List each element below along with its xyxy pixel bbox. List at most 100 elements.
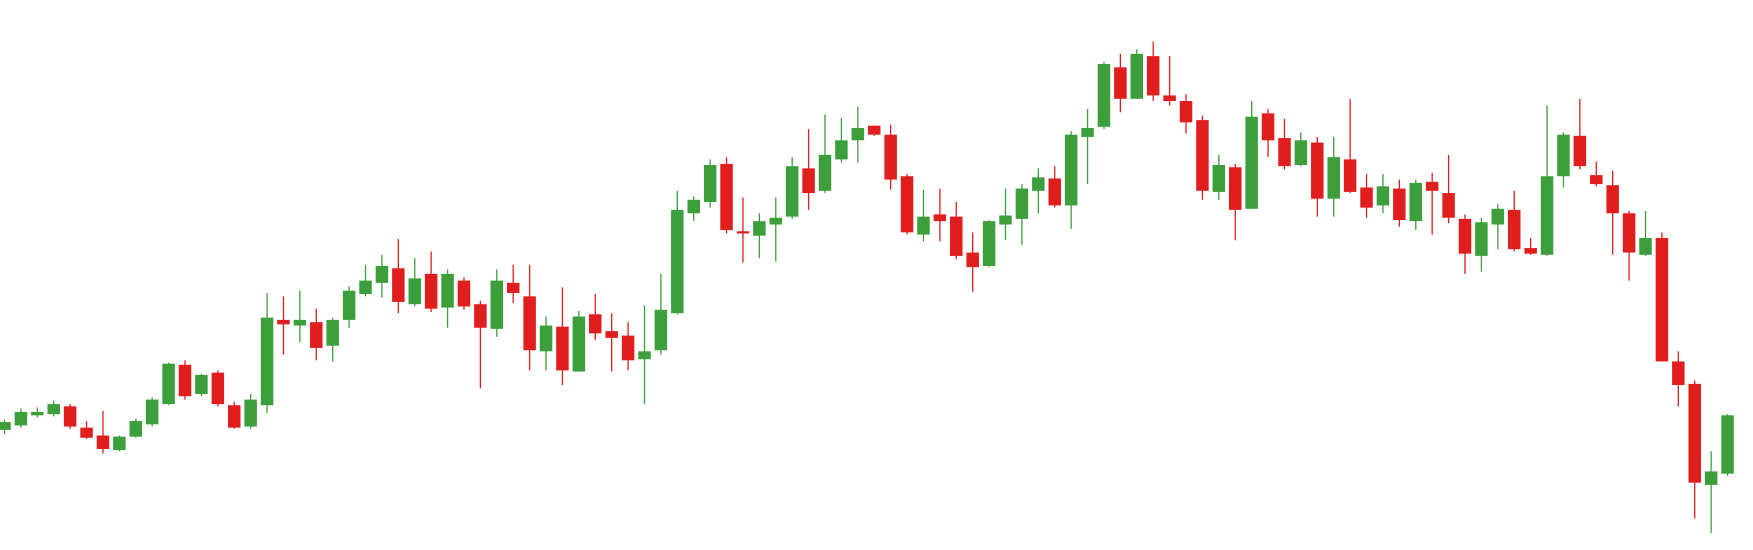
candle-body	[1163, 95, 1176, 102]
candle-body	[1179, 101, 1193, 123]
candle-body	[589, 314, 602, 334]
candle-body	[1573, 135, 1587, 167]
candle-body	[1146, 56, 1160, 96]
candle-body	[1081, 127, 1094, 137]
candle-body	[1360, 187, 1373, 208]
candle-body	[31, 411, 44, 416]
candle-body	[917, 216, 930, 235]
candle-body	[1639, 237, 1652, 255]
candle-body	[933, 214, 947, 222]
candle-body	[113, 436, 126, 451]
candle-body	[277, 319, 290, 325]
candle-body	[769, 217, 783, 225]
candle-body	[687, 199, 700, 214]
candle-body	[1393, 188, 1406, 220]
candle-body	[0, 422, 11, 430]
candle-body	[1261, 113, 1275, 141]
candle-body	[1688, 383, 1701, 483]
candle-body	[392, 268, 405, 302]
candle-body	[80, 427, 93, 438]
candle-body	[145, 399, 159, 425]
candle-body	[1278, 138, 1291, 167]
candle-body	[1245, 116, 1258, 209]
candle-body	[1672, 361, 1685, 385]
candle-body	[835, 140, 848, 160]
candle-body	[244, 399, 257, 427]
candle-body	[1048, 178, 1061, 206]
candle-body	[999, 215, 1012, 225]
candle-body	[47, 404, 60, 415]
candle-body	[326, 319, 339, 346]
candle-body	[671, 209, 684, 314]
candle-body	[621, 335, 635, 361]
candle-body	[556, 326, 569, 371]
candle-body	[605, 331, 618, 338]
candle-body	[867, 125, 881, 135]
candle-body	[1343, 159, 1357, 192]
candle-body	[441, 273, 454, 308]
candle-body	[1032, 177, 1045, 191]
candle-body	[1196, 120, 1209, 191]
candle-body	[129, 420, 143, 437]
candle-body	[1606, 185, 1619, 214]
candle-body	[950, 216, 963, 256]
candle-body	[1622, 213, 1636, 253]
candle-body	[408, 278, 421, 305]
candle-body	[654, 309, 668, 351]
candle-body	[1425, 181, 1439, 191]
candle-body	[966, 252, 979, 268]
candle-body	[293, 319, 307, 326]
candle-body	[1557, 134, 1570, 177]
candle-body	[982, 221, 996, 267]
candle-body	[818, 154, 832, 191]
candle-body	[720, 163, 733, 231]
candle-body	[1507, 209, 1521, 250]
candle-body	[1212, 165, 1226, 192]
candle-body	[539, 325, 553, 352]
candle-body	[1130, 53, 1144, 99]
candle-body	[424, 273, 438, 309]
candle-body	[900, 176, 914, 233]
candle-body	[1376, 186, 1390, 206]
candle-body	[638, 351, 651, 360]
candle-body	[342, 290, 356, 320]
candle-body	[195, 374, 208, 394]
candle-body	[1294, 140, 1308, 165]
candle-body	[310, 322, 323, 348]
candle-body	[1064, 134, 1078, 206]
candle-body	[474, 304, 487, 328]
candle-body	[851, 127, 865, 141]
candle-body	[884, 134, 897, 180]
candle-body	[1491, 208, 1505, 225]
candle-body	[1442, 193, 1455, 218]
candle-body	[1114, 67, 1127, 99]
candle-body	[1475, 222, 1488, 256]
candle-body	[1097, 63, 1111, 127]
candle-body	[802, 168, 815, 194]
candle-body	[1458, 218, 1472, 254]
candle-body	[572, 316, 586, 372]
candle-body	[260, 317, 274, 406]
candle-body	[1590, 175, 1603, 185]
candle-body	[14, 411, 28, 426]
candle-body	[1524, 248, 1537, 254]
candle-body	[1540, 176, 1554, 255]
candle-body	[1311, 142, 1324, 199]
candle-body	[211, 372, 225, 405]
candle-body	[1721, 415, 1734, 474]
candle-body	[178, 364, 192, 397]
candle-body	[1015, 188, 1029, 219]
candle-body	[785, 166, 799, 217]
candle-body	[162, 363, 175, 405]
candle-body	[227, 405, 241, 428]
candle-body	[753, 221, 766, 236]
candle-body	[490, 280, 504, 329]
candle-body	[96, 435, 110, 449]
candle-body	[1229, 167, 1242, 210]
candle-body	[359, 280, 372, 295]
candle-body	[457, 280, 471, 307]
candle-body	[703, 165, 717, 203]
candle-body	[736, 231, 750, 234]
candle-body	[375, 266, 389, 283]
